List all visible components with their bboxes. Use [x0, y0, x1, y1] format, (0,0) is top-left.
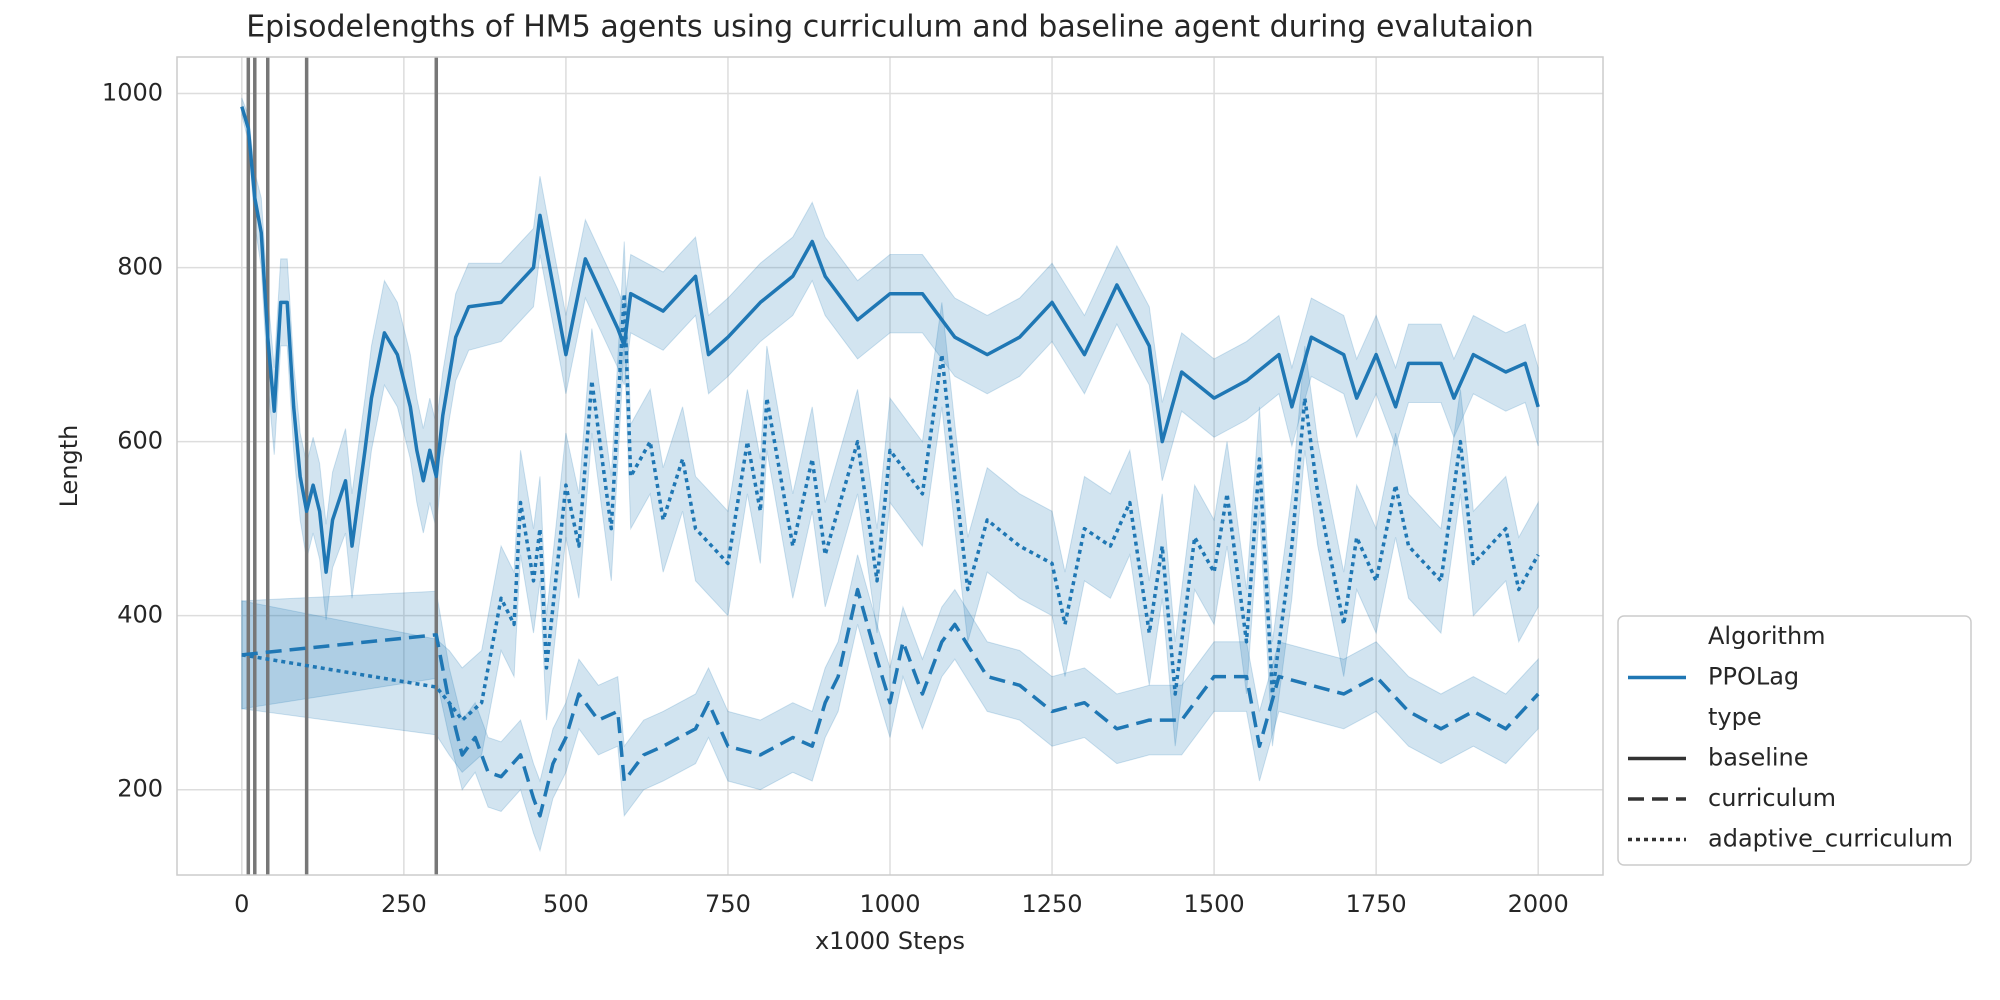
- y-tick-label: 400: [117, 601, 163, 629]
- plot-frame: [176, 56, 1604, 876]
- x-tick-label: 1500: [1184, 890, 1245, 918]
- x-tick-label: 250: [381, 890, 427, 918]
- y-tick-label: 1000: [102, 79, 163, 107]
- y-tick-label: 600: [117, 427, 163, 455]
- confidence-band: [241, 241, 1539, 774]
- legend: Algorithm PPOLag type baseline curriculum ada…: [1617, 615, 1972, 866]
- legend-title: type: [1708, 703, 1762, 731]
- x-tick-label: 750: [705, 890, 751, 918]
- x-axis-label: x1000 Steps: [815, 927, 965, 955]
- legend-box: [1617, 615, 1972, 866]
- x-tick-label: 1250: [1022, 890, 1083, 918]
- x-tick-label: 2000: [1508, 890, 1569, 918]
- chart-title: Episodelengths of HM5 agents using curri…: [246, 10, 1534, 45]
- legend-label: PPOLag: [1708, 663, 1799, 691]
- y-tick-label: 200: [117, 775, 163, 803]
- x-tick-label: 1000: [859, 890, 920, 918]
- x-tick-label: 1750: [1346, 890, 1407, 918]
- series-line: [241, 587, 1540, 818]
- grid: [177, 57, 1603, 875]
- legend-label: curriculum: [1708, 784, 1836, 812]
- x-tick-label: 500: [543, 890, 589, 918]
- series-line: [240, 106, 1540, 574]
- legend-label: adaptive_curriculum: [1708, 825, 1953, 853]
- x-tick-label: 0: [234, 890, 249, 918]
- y-axis-label: Length: [55, 425, 83, 508]
- legend-title: Algorithm: [1708, 622, 1826, 650]
- lines: [240, 106, 1540, 818]
- y-tick-label: 800: [117, 253, 163, 281]
- legend-label: baseline: [1708, 744, 1809, 772]
- vertical-lines: [246, 57, 439, 875]
